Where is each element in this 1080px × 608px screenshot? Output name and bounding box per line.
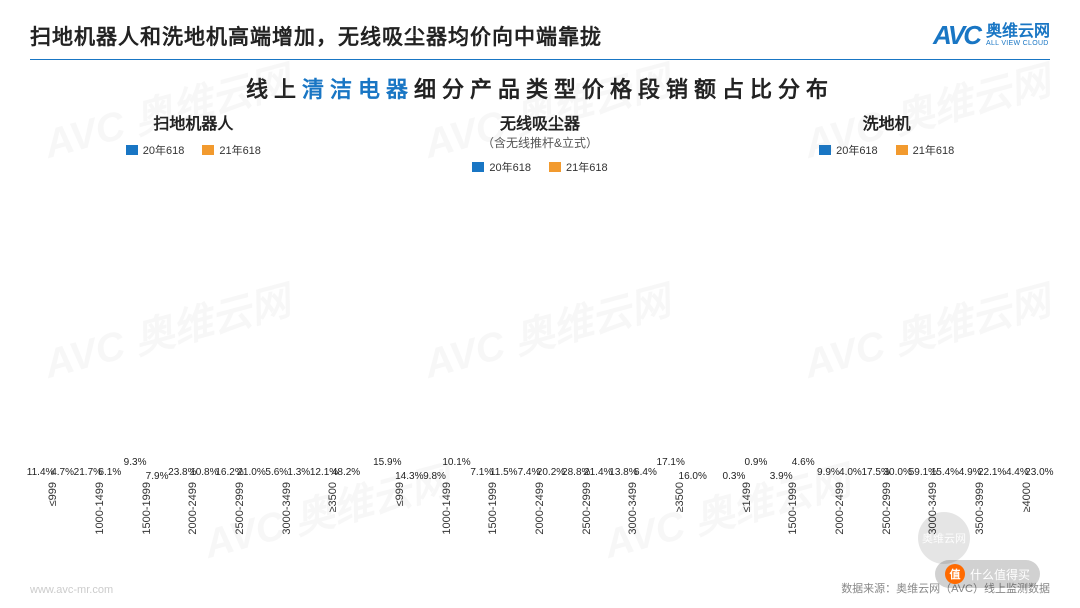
category-label: 3000-3499 <box>610 482 657 550</box>
bar-label: 4.7% <box>51 467 74 478</box>
bar-label: 22.1% <box>978 467 1006 478</box>
plot-area: 15.9%14.3%9.8%10.1%7.1%11.5%7.4%20.2%28.… <box>377 179 704 550</box>
chart-panel: 无线吸尘器（含无线推杆&立式）20年61821年61815.9%14.3%9.8… <box>377 110 704 550</box>
category-label: 3000-3499 <box>263 482 310 550</box>
main-title: 线上清洁电器细分产品类型价格段销额占比分布 <box>30 72 1050 104</box>
legend-item-b: 21年618 <box>202 142 261 158</box>
category-label: 2000-2499 <box>170 482 217 550</box>
charts-row: 扫地机器人20年61821年61811.4%4.7%21.7%6.1%9.3%7… <box>30 110 1050 550</box>
pill-watermark-label: 什么值得买 <box>970 566 1030 583</box>
panel-title: 洗地机 <box>863 110 911 134</box>
category-label: 1500-1999 <box>123 482 170 550</box>
category-label: 2500-2999 <box>863 482 910 550</box>
panel-title: 扫地机器人 <box>153 110 233 134</box>
bar-label: 0.9% <box>745 457 768 468</box>
legend-item-a: 20年618 <box>819 142 878 158</box>
bar-label: 6.1% <box>98 467 121 478</box>
pill-avatar-icon: 值 <box>945 564 965 584</box>
bar-label: 9.3% <box>124 457 147 468</box>
logo-en: ALL VIEW CLOUD <box>986 40 1050 47</box>
bar-label: 7.9% <box>146 471 169 482</box>
bar-label: 4.0% <box>839 467 862 478</box>
bar-label: 17.1% <box>657 457 685 468</box>
category-label: ≥3500 <box>657 482 704 550</box>
bar-label: 9.8% <box>423 471 446 482</box>
bar-label: 20.2% <box>537 467 565 478</box>
bar-label: 15.9% <box>373 457 401 468</box>
legend: 20年618 21年618 <box>126 142 261 158</box>
bar-label: 11.5% <box>490 467 518 478</box>
bar-label: 30.0% <box>883 467 911 478</box>
category-label: 2500-2999 <box>217 482 264 550</box>
category-label: ≤999 <box>30 482 77 550</box>
bar-label: 6.4% <box>634 467 657 478</box>
category-label: ≤999 <box>377 482 424 550</box>
bar-label: 3.9% <box>770 471 793 482</box>
bar-label: 21.0% <box>237 467 265 478</box>
page-title: 扫地机器人和洗地机高端增加，无线吸尘器均价向中端靠拢 <box>30 21 602 51</box>
logo-mark: AVC <box>933 20 980 51</box>
category-label: 1500-1999 <box>470 482 517 550</box>
category-label: 1000-1499 <box>77 482 124 550</box>
logo-cn: 奥维云网 <box>986 24 1050 40</box>
category-label: 2000-2499 <box>517 482 564 550</box>
chart-panel: 扫地机器人20年61821年61811.4%4.7%21.7%6.1%9.3%7… <box>30 110 357 550</box>
panel-subtitle: （含无线推杆&立式） <box>482 134 598 151</box>
footer-url: www.avc-mr.com <box>30 584 113 596</box>
bar-label: 0.3% <box>723 471 746 482</box>
bar-label: 23.0% <box>1025 467 1053 478</box>
category-label: ≥3500 <box>310 482 357 550</box>
legend-item-b: 21年618 <box>896 142 955 158</box>
pill-watermark: 值 什么值得买 <box>935 560 1040 588</box>
legend-item-a: 20年618 <box>126 142 185 158</box>
bar-label: 5.6% <box>265 467 288 478</box>
category-label: 2000-2499 <box>817 482 864 550</box>
bar-label: 1.3% <box>287 467 310 478</box>
category-label: 1500-1999 <box>770 482 817 550</box>
legend-item-b: 21年618 <box>549 159 608 175</box>
bar-label: 14.3% <box>395 471 423 482</box>
circle-watermark: 奥维云网 <box>918 512 970 564</box>
logo: AVC 奥维云网 ALL VIEW CLOUD <box>933 20 1050 51</box>
legend: 20年618 21年618 <box>819 142 954 158</box>
category-label: 2500-2999 <box>563 482 610 550</box>
bar-label: 10.1% <box>442 457 470 468</box>
legend-item-a: 20年618 <box>472 159 531 175</box>
plot-area: 11.4%4.7%21.7%6.1%9.3%7.9%23.8%10.8%16.2… <box>30 162 357 550</box>
category-label: 1000-1499 <box>423 482 470 550</box>
plot-area: 0.3%0.9%3.9%4.6%9.9%4.0%17.5%30.0%59.1%1… <box>723 162 1050 550</box>
bar-label: 48.2% <box>332 467 360 478</box>
bar-label: 15.4% <box>931 467 959 478</box>
legend: 20年618 21年618 <box>472 159 607 175</box>
bar-label: 21.4% <box>584 467 612 478</box>
header: 扫地机器人和洗地机高端增加，无线吸尘器均价向中端靠拢 AVC 奥维云网 ALL … <box>30 20 1050 60</box>
category-label: ≤1499 <box>723 482 770 550</box>
chart-panel: 洗地机 20年618 21年618 0.3% 0.9%3.9% 4.6%9.9%4.0% 1… <box>723 110 1050 550</box>
panel-title: 无线吸尘器（含无线推杆&立式） <box>482 110 598 151</box>
bar-label: 10.8% <box>190 467 218 478</box>
bar-label: 4.6% <box>792 457 815 468</box>
category-label: ≥4000 <box>1003 482 1050 550</box>
bar-label: 16.0% <box>679 471 707 482</box>
bar-label: 9.9% <box>817 467 840 478</box>
